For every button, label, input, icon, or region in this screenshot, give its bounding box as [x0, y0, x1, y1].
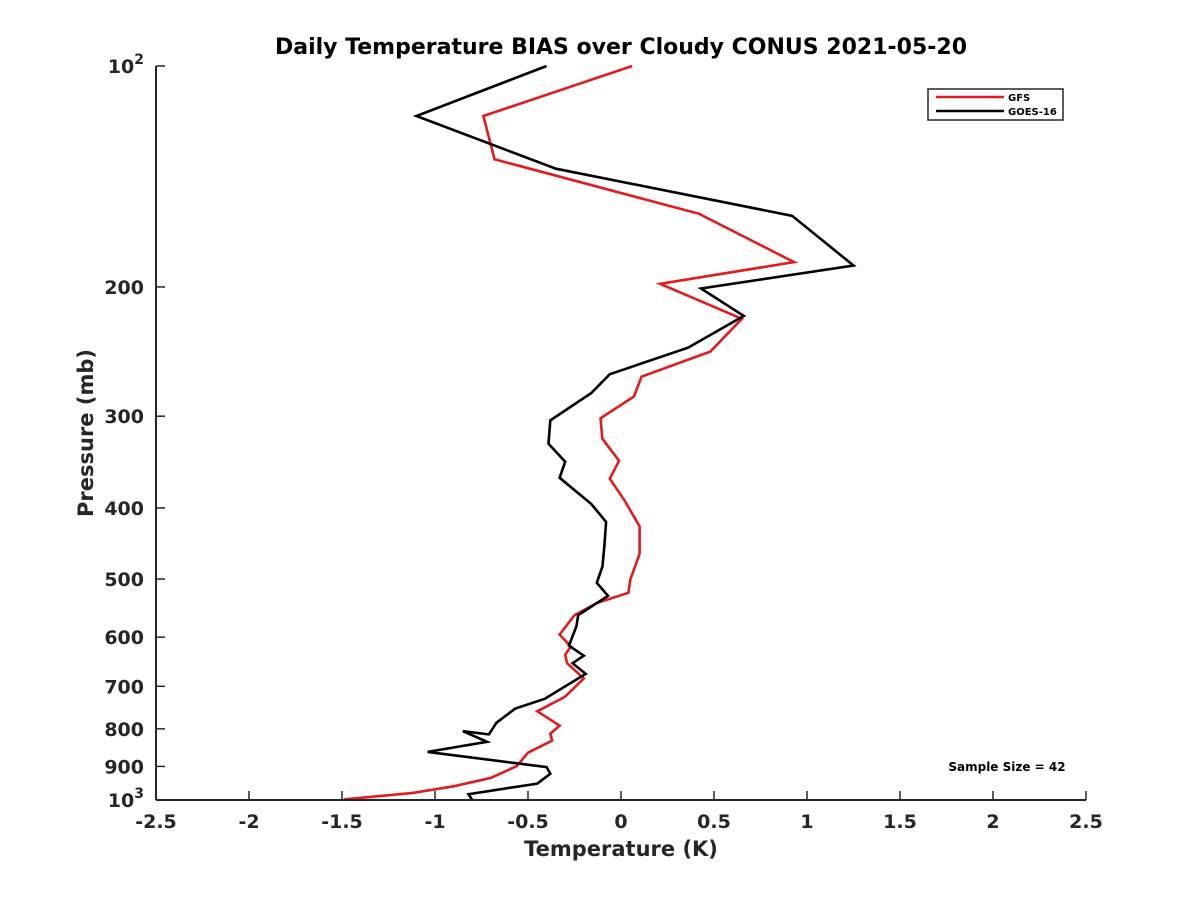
- axes: [155, 66, 1086, 801]
- y-tick-label: 200: [104, 277, 144, 299]
- y-tick-label: 400: [104, 498, 144, 520]
- x-tick-label: -1: [424, 811, 445, 833]
- legend: GFS GOES-16: [927, 88, 1064, 121]
- x-ticks: -2.5 -2 -1.5 -1 -0.5 0 0.5 1 1.5 2 2.5: [135, 791, 1103, 833]
- y-tick-label: 500: [104, 569, 144, 591]
- y-tick-label: 102: [108, 52, 144, 78]
- legend-label-gfs: GFS: [1008, 93, 1030, 104]
- series-group: [343, 64, 857, 801]
- x-tick-label: 2.5: [1069, 811, 1103, 833]
- y-tick-label: 103: [108, 786, 144, 812]
- y-tick-exponent: 2: [134, 52, 144, 68]
- y-tick-exponent: 3: [134, 786, 144, 802]
- x-tick-label: 1.5: [883, 811, 917, 833]
- y-axis-label: Pressure (mb): [74, 349, 98, 517]
- x-tick-label: 1: [800, 811, 813, 833]
- y-tick-base: 10: [108, 790, 134, 812]
- x-tick-label: -1.5: [321, 811, 363, 833]
- sample-size-annotation: Sample Size = 42: [948, 760, 1065, 774]
- y-tick-label: 600: [104, 627, 144, 649]
- y-tick-label: 300: [104, 406, 144, 428]
- x-tick-label: -0.5: [507, 811, 549, 833]
- x-axis-label: Temperature (K): [524, 837, 718, 861]
- y-tick-label: 900: [104, 756, 144, 778]
- x-tick-label: 0: [614, 811, 627, 833]
- y-tick-label: 800: [104, 719, 144, 741]
- series-line-gfs: [343, 64, 799, 801]
- chart-title: Daily Temperature BIAS over Cloudy CONUS…: [275, 35, 967, 60]
- x-tick-label: 0.5: [697, 811, 731, 833]
- legend-label-goes-16: GOES-16: [1008, 107, 1057, 118]
- legend-box: [927, 88, 1064, 121]
- y-tick-label: 700: [104, 676, 144, 698]
- series-line-goes-16: [412, 64, 857, 801]
- x-tick-label: -2: [238, 811, 259, 833]
- x-tick-label: -2.5: [135, 811, 177, 833]
- x-tick-label: 2: [986, 811, 999, 833]
- y-tick-base: 10: [108, 56, 134, 78]
